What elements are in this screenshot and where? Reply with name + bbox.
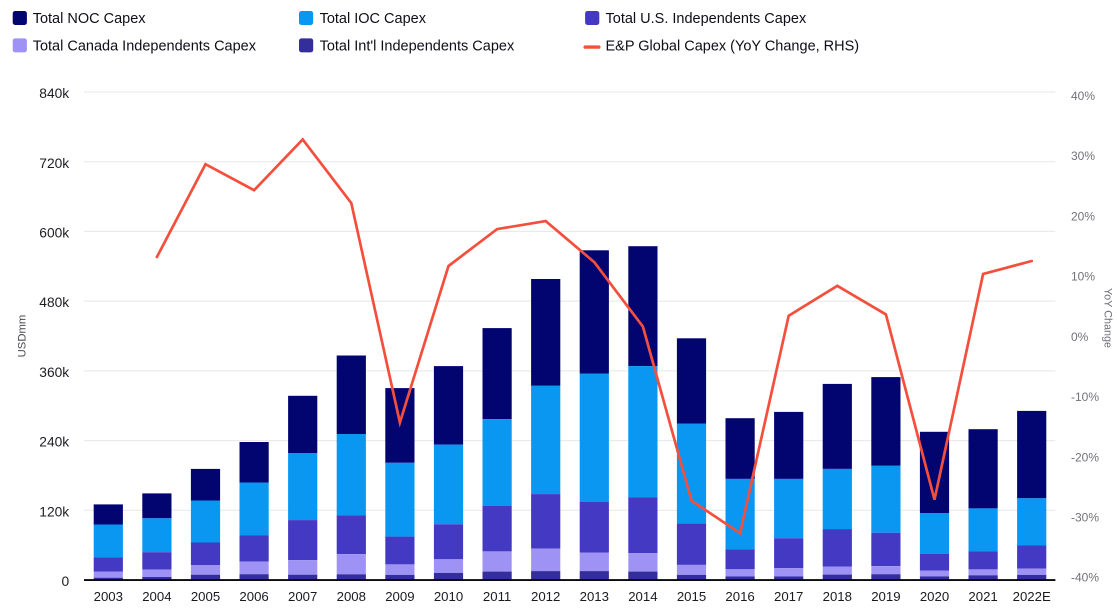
svg-text:480k: 480k: [39, 295, 69, 310]
svg-text:2019: 2019: [871, 589, 900, 604]
svg-text:Total Int'l Independents Capex: Total Int'l Independents Capex: [320, 38, 515, 54]
svg-text:Total IOC Capex: Total IOC Capex: [320, 11, 427, 27]
svg-text:20%: 20%: [1071, 209, 1095, 223]
svg-text:2020: 2020: [920, 589, 949, 604]
svg-text:40%: 40%: [1071, 89, 1095, 103]
svg-text:2016: 2016: [725, 589, 754, 604]
svg-text:-40%: -40%: [1071, 571, 1099, 585]
svg-text:2011: 2011: [483, 589, 511, 604]
svg-text:USDmm: USDmm: [16, 315, 28, 358]
svg-text:120k: 120k: [39, 504, 69, 519]
svg-text:Total U.S. Independents Capex: Total U.S. Independents Capex: [606, 11, 807, 27]
svg-text:2003: 2003: [94, 589, 123, 604]
svg-text:2013: 2013: [580, 589, 609, 604]
svg-text:2009: 2009: [385, 589, 414, 604]
svg-text:2010: 2010: [434, 589, 463, 604]
svg-text:0: 0: [62, 574, 70, 589]
svg-text:2018: 2018: [823, 589, 852, 604]
svg-text:YoY Change: YoY Change: [1102, 288, 1114, 348]
svg-text:2021: 2021: [968, 589, 997, 604]
svg-text:360k: 360k: [39, 365, 69, 380]
svg-text:2006: 2006: [239, 589, 268, 604]
svg-text:2014: 2014: [628, 589, 657, 604]
svg-text:2007: 2007: [288, 589, 317, 604]
svg-text:840k: 840k: [39, 86, 69, 101]
svg-text:2017: 2017: [774, 589, 803, 604]
svg-text:2015: 2015: [677, 589, 706, 604]
svg-text:-10%: -10%: [1071, 390, 1099, 404]
svg-text:2012: 2012: [531, 589, 560, 604]
svg-text:2005: 2005: [191, 589, 220, 604]
svg-text:0%: 0%: [1071, 330, 1089, 344]
svg-text:2008: 2008: [337, 589, 366, 604]
svg-text:30%: 30%: [1071, 149, 1095, 163]
svg-text:10%: 10%: [1071, 270, 1095, 284]
svg-text:240k: 240k: [39, 435, 69, 450]
svg-text:720k: 720k: [39, 156, 69, 171]
svg-text:2004: 2004: [142, 589, 171, 604]
svg-text:-30%: -30%: [1071, 511, 1099, 525]
svg-text:600k: 600k: [39, 226, 69, 241]
svg-text:Total NOC Capex: Total NOC Capex: [33, 11, 147, 27]
svg-text:Total Canada Independents Cape: Total Canada Independents Capex: [33, 38, 257, 54]
svg-text:-20%: -20%: [1071, 450, 1099, 464]
svg-text:2022E: 2022E: [1013, 589, 1051, 604]
svg-text:E&P Global Capex (YoY Change,: E&P Global Capex (YoY Change, RHS): [606, 38, 860, 54]
